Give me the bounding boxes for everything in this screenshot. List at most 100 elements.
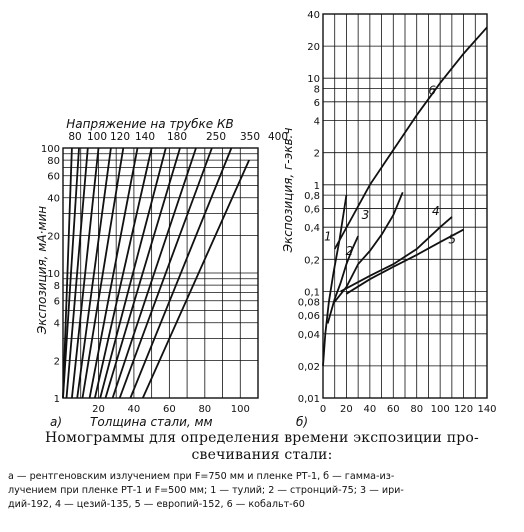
chart-b: 0,010,020,040,060,080,10,20,40,60,812468… — [281, 10, 497, 429]
figure-caption-title: Номограммы для определения времени экспо… — [0, 430, 524, 464]
chart-b-y-tick-label: 10 — [307, 74, 320, 85]
chart-b-x-tick-label: 80 — [410, 404, 423, 415]
chart-b-series-6-line — [333, 26, 488, 250]
voltage-labels: 80 100 120 140 180 250 350 400 — [68, 131, 288, 143]
caption-legend-line: дий-192, 4 — цезий-135, 5 — европий-152,… — [8, 499, 305, 510]
chart-a-series-line — [76, 147, 112, 399]
chart-a-series-line — [141, 159, 250, 399]
caption-legend-line: лучением при пленке РТ-1 и F=500 мм; 1 —… — [8, 485, 404, 496]
chart-b-curve-labels: 12 3 4 5 6 — [324, 84, 456, 258]
chart-b-y-tick-label: 0,8 — [304, 191, 320, 202]
chart-b-x-tick-label: 20 — [340, 404, 353, 415]
caption-title-line: свечивания стали: — [191, 447, 333, 463]
chart-b-y-tick-label: 1 — [314, 181, 320, 192]
chart-a-y-tick-label: 4 — [54, 319, 60, 330]
chart-b-series-3-line — [333, 191, 404, 303]
chart-b-series-4-line — [340, 216, 453, 293]
chart-a-x-tick-label: 100 — [231, 404, 250, 415]
chart-a-series-line — [62, 147, 80, 399]
caption-title-line: Номограммы для определения времени экспо… — [45, 430, 479, 446]
chart-a-y-axis-label: Экспозиция, мА·мин — [35, 206, 49, 335]
chart-b-y-tick-label: 2 — [314, 149, 320, 160]
chart-b-y-tick-label: 20 — [307, 42, 320, 53]
chart-b-y-axis-label: Экспозиция, г-экв.ч — [281, 128, 295, 254]
chart-b-y-tick-label: 6 — [314, 98, 320, 109]
chart-a-title: Напряжение на трубке КВ — [66, 117, 233, 131]
chart-b-curve-label-5: 5 — [448, 233, 456, 247]
chart-b-x-tick-label: 0 — [320, 404, 326, 415]
chart-b-x-tick-label: 120 — [454, 404, 473, 415]
chart-a-y-tick-label: 100 — [41, 144, 60, 155]
chart-a-voltage-label: 120 — [110, 131, 130, 143]
chart-a-y-tick-label: 2 — [54, 356, 60, 367]
chart-a-x-tick-label: 40 — [128, 404, 141, 415]
chart-b-y-tick-label: 0,08 — [298, 298, 320, 309]
chart-a-panel-label: а) — [50, 415, 62, 429]
chart-a-voltage-label: 350 — [240, 131, 260, 143]
chart-b-y-tick-labels: 0,01 0,02 0,04 0,06 0,080,1 0,2 0,4 0,6 0,81 2 4 6 8… — [298, 10, 320, 405]
chart-b-grid — [322, 13, 488, 399]
chart-a: Напряжение на трубке КВ 80 100 120 140 180 25… — [35, 117, 288, 429]
chart-b-x-tick-labels: 0 20 40 60 80 100 120 140 — [320, 404, 497, 415]
chart-b-curve-label-2: 2 — [346, 244, 354, 258]
chart-a-voltage-label: 180 — [167, 131, 187, 143]
chart-a-series-line — [62, 147, 73, 399]
chart-a-series-line — [118, 147, 213, 399]
chart-b-y-tick-label: 8 — [314, 85, 320, 96]
chart-a-voltage-label: 140 — [135, 131, 155, 143]
chart-b-y-tick-label: 0,06 — [298, 311, 320, 322]
figure-caption-legend: а — рентгеновским излучением при F=750 м… — [8, 470, 516, 512]
chart-a-y-tick-label: 20 — [47, 231, 60, 242]
chart-a-series-line — [129, 147, 233, 399]
chart-a-series-line — [81, 147, 125, 399]
chart-b-curve-label-1: 1 — [324, 230, 332, 244]
chart-a-voltage-label: 100 — [87, 131, 107, 143]
chart-b-x-tick-label: 100 — [431, 404, 450, 415]
chart-a-series-line — [88, 147, 139, 399]
chart-a-y-tick-label: 8 — [54, 281, 60, 292]
chart-a-x-tick-label: 60 — [163, 404, 176, 415]
chart-b-curve-label-6: 6 — [428, 84, 436, 98]
chart-a-voltage-label: 250 — [206, 131, 226, 143]
chart-a-x-tick-labels: 20 40 60 80 100 — [92, 404, 250, 415]
chart-a-y-tick-label: 1 — [54, 394, 60, 405]
chart-b-series-5-line — [345, 228, 465, 295]
chart-a-voltage-label: 400 — [268, 131, 288, 143]
chart-a-x-axis-label: Толщина стали, мм — [90, 415, 213, 429]
chart-a-series-line — [71, 147, 100, 399]
chart-b-lines — [322, 26, 488, 366]
chart-a-y-tick-label: 80 — [47, 156, 60, 167]
chart-b-y-tick-label: 0,6 — [304, 204, 320, 215]
chart-b-y-tick-label: 4 — [314, 117, 320, 128]
chart-a-y-tick-label: 40 — [47, 194, 60, 205]
chart-b-y-tick-label: 0,2 — [304, 255, 320, 266]
chart-a-series-line — [94, 147, 153, 399]
chart-a-series-line — [104, 147, 181, 399]
chart-b-y-tick-label: 0,01 — [298, 394, 320, 405]
chart-b-y-tick-label: 0,04 — [298, 330, 320, 341]
chart-b-curve-label-3: 3 — [362, 208, 370, 222]
chart-b-series-2-line — [326, 235, 359, 324]
chart-a-x-tick-label: 80 — [198, 404, 211, 415]
chart-b-y-tick-label: 0,1 — [304, 287, 320, 298]
chart-a-y-tick-label: 10 — [47, 269, 60, 280]
chart-a-series-line — [99, 147, 167, 399]
chart-a-y-tick-label: 60 — [47, 172, 60, 183]
chart-b-y-tick-label: 0,02 — [298, 362, 320, 373]
chart-b-y-tick-label: 40 — [307, 10, 320, 21]
chart-b-x-tick-label: 40 — [363, 404, 376, 415]
chart-a-y-tick-label: 6 — [54, 297, 60, 308]
chart-a-voltage-label: 80 — [68, 131, 81, 143]
chart-b-curve-label-4: 4 — [432, 204, 440, 218]
chart-b-panel-label: б) — [296, 415, 308, 429]
chart-a-series-line — [111, 147, 197, 399]
caption-legend-line: а — рентгеновским излучением при F=750 м… — [8, 471, 395, 482]
chart-b-x-tick-label: 60 — [387, 404, 400, 415]
chart-b-y-tick-label: 0,4 — [304, 223, 320, 234]
chart-a-series-line — [65, 147, 89, 399]
chart-a-lines — [62, 147, 250, 399]
chart-b-series-1-line — [322, 194, 348, 366]
chart-a-x-tick-label: 20 — [92, 404, 105, 415]
